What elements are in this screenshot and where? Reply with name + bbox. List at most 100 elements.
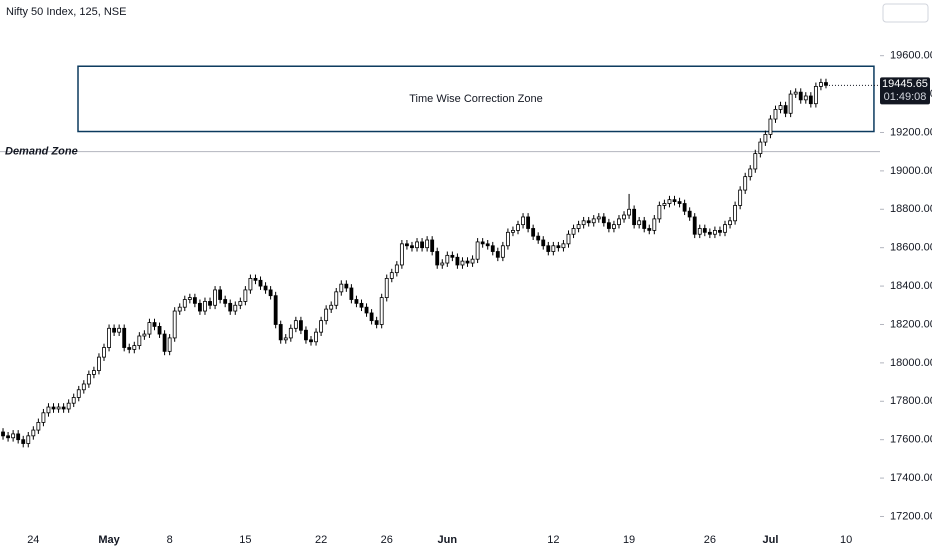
- chart-title: Nifty 50 Index, 125, NSE: [6, 6, 126, 18]
- candle-body: [354, 299, 359, 304]
- x-tick-label: Jul: [762, 534, 778, 546]
- candle-body: [162, 333, 167, 352]
- x-tick-label: 15: [239, 534, 251, 546]
- candle-body: [788, 93, 793, 114]
- candle-body: [283, 337, 288, 341]
- candle-body: [672, 199, 677, 202]
- candle-body: [263, 285, 268, 291]
- candle-body: [278, 324, 283, 341]
- y-tick-label: 19600.00: [890, 50, 932, 62]
- candle-body: [551, 245, 556, 252]
- candle-body: [581, 220, 586, 226]
- candle-body: [723, 224, 727, 233]
- candle-body: [652, 218, 657, 231]
- candle-body: [132, 345, 137, 350]
- x-tick-label: 12: [547, 534, 559, 546]
- candle-body: [334, 291, 339, 306]
- candle-body: [435, 251, 440, 266]
- y-tick-label: 18800.00: [890, 203, 932, 215]
- candle-body: [203, 301, 207, 312]
- menu-button[interactable]: [882, 3, 929, 23]
- candle-body: [748, 168, 753, 178]
- y-tick-label: 19200.00: [890, 126, 932, 138]
- price-tag-value: 19445.65: [882, 78, 928, 90]
- candle-body: [743, 176, 748, 191]
- candle-body: [344, 283, 349, 289]
- candle-body: [728, 220, 732, 226]
- candle-body: [460, 260, 465, 266]
- candle-body: [107, 327, 111, 348]
- y-tick-label: 18000.00: [890, 357, 932, 369]
- candle-body: [526, 216, 531, 229]
- candle-body: [465, 260, 470, 264]
- candle-body: [21, 439, 26, 444]
- candle-body: [576, 224, 581, 229]
- demand-label: Demand Zone: [5, 146, 78, 158]
- candle-body: [707, 231, 712, 235]
- candle-body: [692, 216, 697, 235]
- candle-body: [379, 297, 384, 325]
- candle-body: [31, 429, 36, 437]
- candle-body: [213, 289, 217, 306]
- candle-body: [712, 229, 717, 235]
- candle-body: [61, 406, 66, 410]
- candle-body: [596, 216, 601, 220]
- candle-body: [682, 203, 687, 212]
- candle-body: [475, 241, 480, 260]
- candle-body: [112, 327, 117, 333]
- candle-body: [157, 325, 162, 335]
- candle-body: [102, 347, 106, 358]
- candle-body: [288, 327, 293, 339]
- candle-body: [662, 203, 667, 206]
- candle-body: [627, 208, 631, 216]
- candle-body: [369, 312, 374, 322]
- candle-body: [248, 277, 253, 291]
- candle-body: [420, 241, 424, 249]
- x-tick-label: 26: [704, 534, 716, 546]
- candle-body: [329, 304, 334, 310]
- candle-body: [1, 431, 5, 437]
- candle-body: [793, 91, 798, 95]
- candle-body: [657, 205, 662, 220]
- candle-body: [364, 306, 369, 314]
- candle-body: [66, 402, 71, 410]
- candle-body: [198, 302, 202, 312]
- candle-body: [147, 322, 152, 335]
- candle-body: [753, 153, 758, 170]
- y-tick-label: 18400.00: [890, 280, 932, 292]
- candle-body: [450, 254, 455, 258]
- candle-body: [808, 95, 813, 105]
- candle-body: [531, 228, 536, 237]
- candle-body: [733, 205, 738, 222]
- candle-body: [455, 256, 460, 266]
- candle-body: [763, 133, 768, 143]
- candle-body: [813, 86, 818, 105]
- candle-body: [541, 239, 546, 247]
- x-tick-label: May: [98, 534, 120, 546]
- candle-body: [516, 224, 520, 231]
- candle-body: [319, 320, 324, 333]
- candle-body: [268, 289, 273, 297]
- candle-body: [142, 333, 147, 337]
- candle-body: [51, 406, 56, 410]
- candle-body: [500, 245, 505, 258]
- candle-body: [783, 105, 788, 114]
- candle-body: [425, 239, 430, 249]
- candle-body: [273, 295, 278, 325]
- candle-body: [637, 220, 642, 226]
- candle-body: [11, 433, 16, 439]
- candle-body: [606, 222, 611, 229]
- candle-body: [677, 201, 682, 204]
- candle-body: [415, 241, 419, 249]
- x-tick-label: 24: [27, 534, 39, 546]
- candle-body: [511, 229, 515, 233]
- candle-body: [26, 435, 31, 444]
- candle-body: [182, 299, 187, 308]
- candle-body: [622, 214, 626, 220]
- candle-body: [758, 141, 763, 155]
- candle-body: [97, 356, 101, 371]
- candle-body: [778, 105, 783, 110]
- candle-body: [314, 331, 318, 343]
- candle-body: [546, 245, 551, 252]
- price-tag-countdown: 01:49:08: [884, 91, 927, 103]
